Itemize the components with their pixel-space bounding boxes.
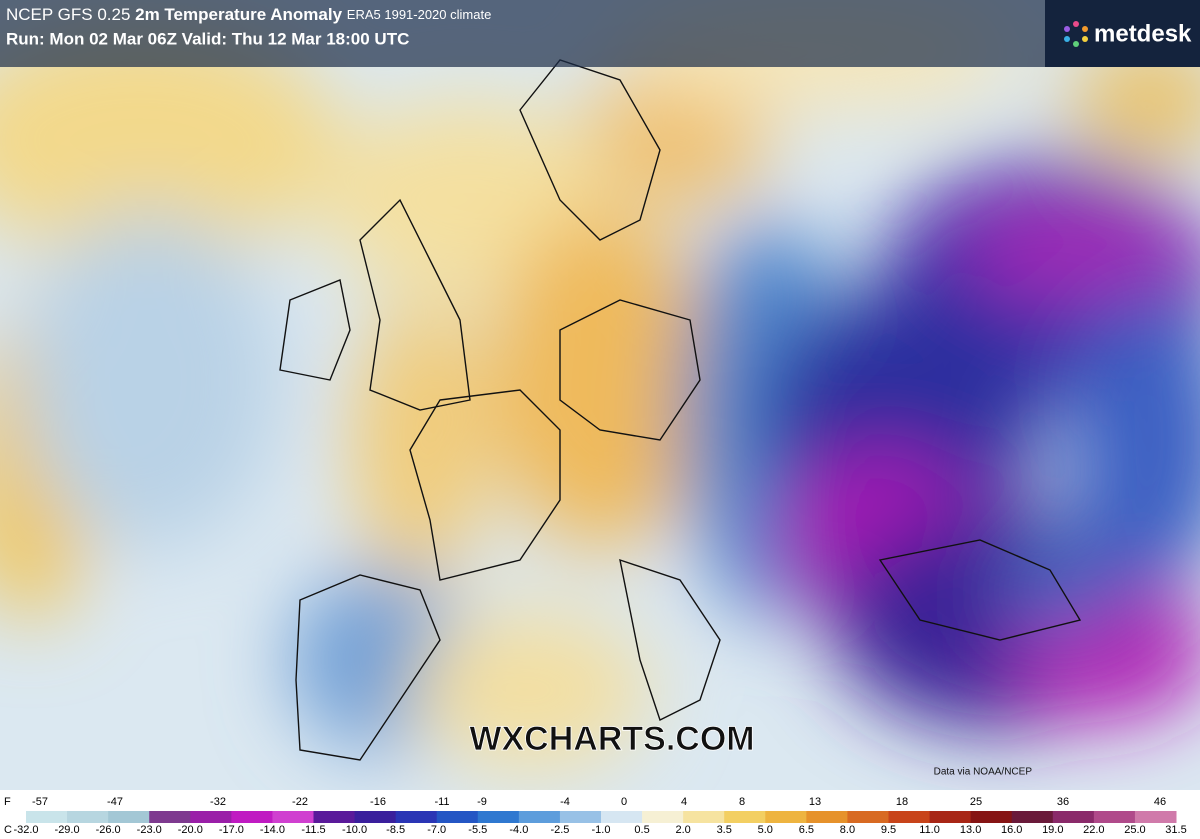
scale-swatch [601,811,643,823]
c-label: 9.5 [881,824,896,836]
c-label: 11.0 [919,824,940,836]
scale-swatch [970,811,1013,823]
title-line: NCEP GFS 0.25 2m Temperature Anomaly ERA… [6,5,491,24]
f-label: -4 [560,796,570,808]
c-label: -4.0 [509,824,528,836]
f-label: 36 [1057,796,1069,808]
header-bar [0,0,1200,67]
coastlines [279,59,1082,761]
f-label: 46 [1154,796,1166,808]
watermark: WXCHARTS.COM [469,720,754,758]
c-label: -10.0 [342,824,367,836]
c-label: -11.5 [301,824,325,836]
scale-swatch [354,811,397,823]
c-label: 13.0 [960,824,981,836]
scale-swatch [806,811,848,823]
scale-swatch [26,811,68,823]
run-line: Run: Mon 02 Mar 06Z Valid: Thu 12 Mar 18… [6,29,409,48]
f-label: -11 [434,796,449,808]
c-label: 6.5 [799,824,814,836]
f-unit: F [4,796,11,808]
logo-icon [1064,21,1088,47]
scale-swatch [395,811,438,823]
f-label: -9 [477,796,487,808]
scale-swatch [313,811,356,823]
logo-box [1045,0,1200,67]
c-label: 0.5 [634,824,649,836]
c-label: 31.5 [1165,824,1186,836]
f-label: 13 [809,796,821,808]
c-label: 8.0 [840,824,855,836]
c-label: -26.0 [96,824,121,836]
c-label: -7.0 [427,824,446,836]
c-label: -1.0 [592,824,611,836]
scale-swatch [436,811,479,823]
color-scale: F C -57 -47 -32 -22 -16 -11 -9 -4 0 4 8 13 18 25 36 46 -32… [4,796,1187,836]
scale-swatch [149,811,191,823]
scale-swatch [190,811,232,823]
c-label: 2.0 [675,824,690,836]
scale-swatch [108,811,150,823]
scale-swatch [1134,811,1177,823]
scale-swatch [929,811,972,823]
scale-swatch [67,811,109,823]
c-label: -23.0 [137,824,162,836]
f-label: 4 [681,796,687,808]
f-label: -47 [107,796,123,808]
logo-text: metdesk [1094,20,1192,47]
f-label: -16 [370,796,386,808]
c-label: 3.5 [717,824,732,836]
c-label: 5.0 [758,824,773,836]
c-label: -20.0 [178,824,203,836]
c-label: -5.5 [468,824,487,836]
anomaly-field [0,0,1200,790]
scale-swatch [683,811,725,823]
c-label: -32.0 [13,824,38,836]
c-label: 25.0 [1124,824,1145,836]
c-label: -17.0 [219,824,244,836]
c-label: -14.0 [260,824,285,836]
scale-swatch [1052,811,1095,823]
scale-swatch [1093,811,1136,823]
c-label: 19.0 [1042,824,1063,836]
f-label: -32 [210,796,226,808]
f-label: 18 [896,796,908,808]
c-label: -29.0 [55,824,80,836]
c-label: 22.0 [1083,824,1104,836]
f-label: 0 [621,796,627,808]
scale-swatch [1011,811,1054,823]
scale-swatch [642,811,684,823]
f-label: -22 [292,796,308,808]
c-label: -8.5 [386,824,405,836]
data-credit: Data via NOAA/NCEP [934,767,1033,778]
scale-swatch [231,811,273,823]
f-label: 25 [970,796,982,808]
scale-swatch [765,811,807,823]
scale-swatch [477,811,520,823]
scale-swatch [518,811,561,823]
f-label: -57 [32,796,48,808]
f-label: 8 [739,796,745,808]
scale-swatch [724,811,766,823]
scale-swatch [847,811,889,823]
scale-swatch [272,811,314,823]
scale-swatch [888,811,931,823]
scale-swatch [559,811,602,823]
c-label: -2.5 [550,824,569,836]
c-label: 16.0 [1001,824,1022,836]
c-unit: C [4,824,12,836]
